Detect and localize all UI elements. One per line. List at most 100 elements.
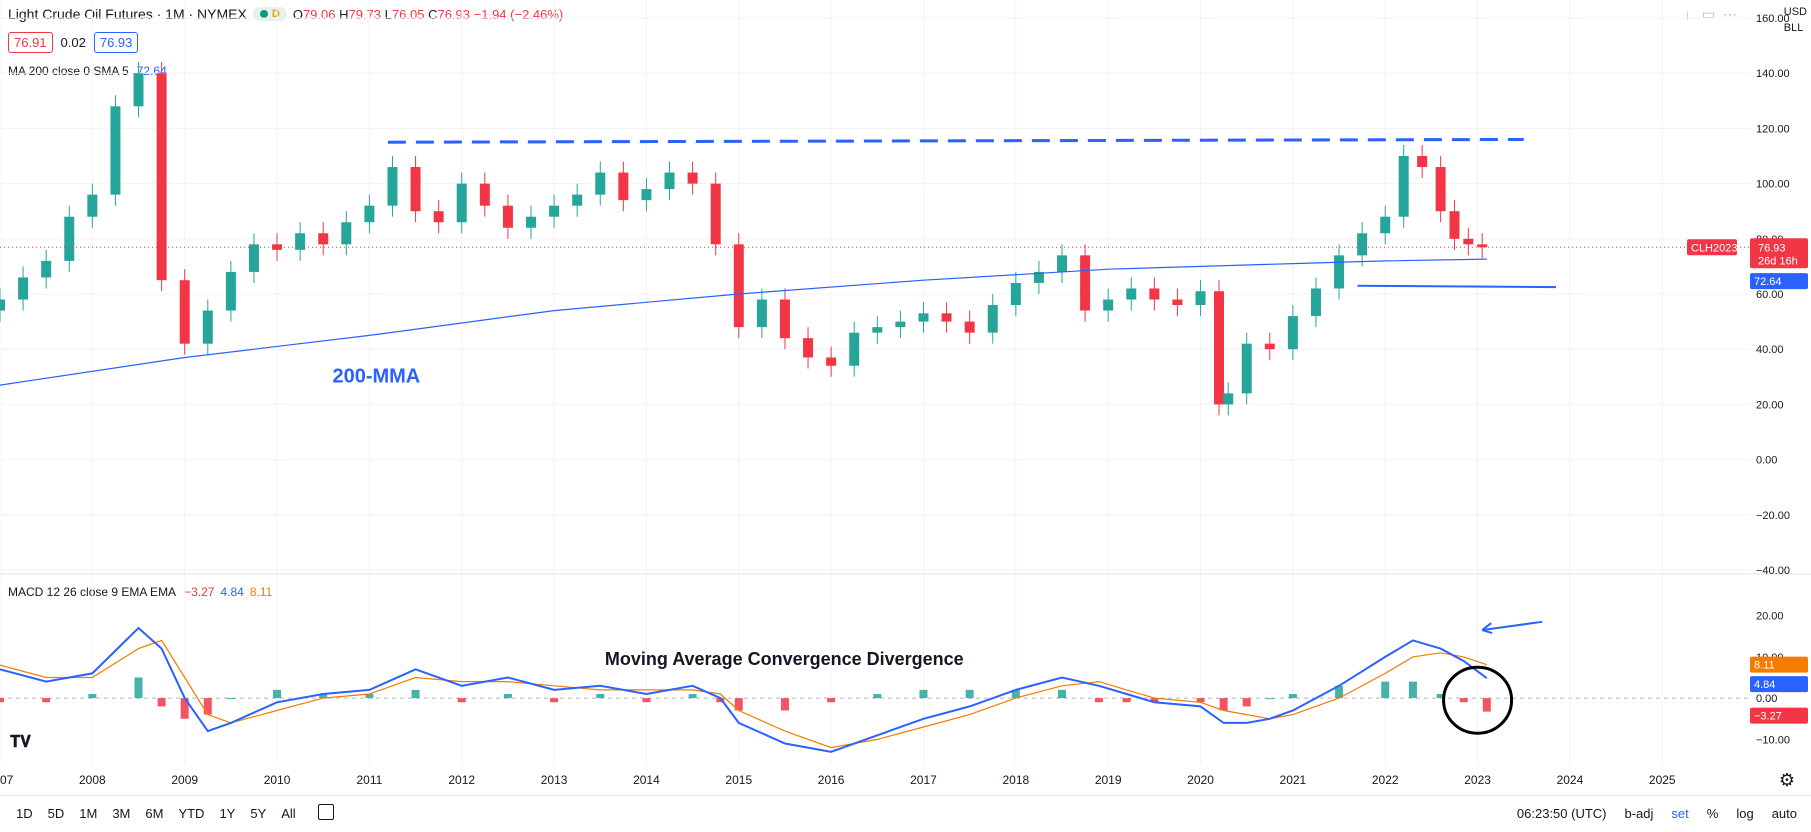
candle-body [1033, 271, 1044, 283]
macd-annotation-text: Moving Average Convergence Divergence [605, 649, 964, 669]
spread-value: 0.02 [60, 35, 86, 50]
candle-body [526, 216, 537, 228]
settings-gear-icon[interactable]: ⚙ [1778, 770, 1795, 790]
candle-body [1103, 299, 1114, 311]
candle-body [1213, 291, 1224, 405]
time-tick-label: 2016 [818, 773, 845, 787]
symbol-price-tag-text: CLH2023 [1691, 242, 1737, 254]
candle-body [502, 205, 513, 228]
signal-price-tag: 8.11 [1750, 656, 1808, 673]
candle-body [387, 167, 398, 206]
currency-unit-selector[interactable]: USD BLL [1784, 4, 1807, 36]
clock-time[interactable]: 06:23:50 (UTC) [1516, 806, 1607, 821]
macd-hist-bar [780, 698, 789, 711]
macd-hist-bar [596, 694, 605, 699]
log-toggle[interactable]: log [1736, 806, 1754, 821]
range-button[interactable]: 1M [79, 806, 98, 821]
candle-body [1334, 255, 1345, 289]
candle-body [1463, 238, 1474, 245]
ma200-line [0, 258, 1487, 386]
candle-body [133, 73, 144, 107]
range-button[interactable]: 5Y [250, 806, 267, 821]
candle-body [756, 299, 767, 328]
ma-legend-label: MA 200 close 0 SMA 5 [8, 64, 129, 78]
bottom-toolbar: 1D 5D 1M 3M 6M YTD 1Y 5Y All 06:23:50 (UTC) b-ad… [0, 795, 1811, 832]
price-tick-label: −20.00 [1756, 510, 1790, 522]
candle-body [733, 244, 744, 328]
candle-body [1172, 299, 1183, 306]
percent-toggle[interactable]: % [1706, 806, 1719, 821]
candle-body [1477, 244, 1488, 248]
symbol-price-tag: CLH2023 [1687, 239, 1737, 256]
macd-hist-bar [203, 698, 212, 715]
tradingview-logo[interactable]: 𝐓𝐕 [10, 734, 31, 751]
macd-hist-bar [1335, 685, 1344, 699]
candle-body [987, 305, 998, 333]
range-button[interactable]: All [281, 806, 296, 821]
symbol-price-tag-bg [1687, 239, 1737, 256]
macd-tick-label: 0.00 [1756, 693, 1777, 705]
time-tick-label: 2024 [1557, 773, 1584, 787]
range-button[interactable]: 6M [145, 806, 164, 821]
range-button[interactable]: 5D [47, 806, 65, 821]
candle-body [1398, 156, 1409, 217]
set-button[interactable]: set [1671, 806, 1689, 821]
candle-body [479, 183, 490, 206]
arrow-down-icon[interactable]: ↓ [1684, 6, 1691, 22]
ma-price-tag: 72.64 [1750, 273, 1808, 290]
time-tick-label: 2007 [0, 773, 14, 787]
sell-price-button[interactable]: 76.91 [8, 32, 53, 53]
ma-annotation-text: 200-MMA [332, 365, 420, 387]
candle-body [941, 313, 952, 322]
candle-body [341, 222, 352, 245]
time-tick-label: 2025 [1649, 773, 1676, 787]
buy-price-button[interactable]: 76.93 [93, 32, 139, 53]
calendar-icon[interactable] [318, 804, 334, 820]
market-open-dot-icon [259, 10, 268, 18]
delayed-badge: D [271, 8, 280, 20]
macd-hist-bar [1459, 698, 1468, 703]
candle-body [549, 205, 560, 217]
axes: 160.00140.00120.00100.0080.0060.0040.002… [0, 13, 1808, 787]
time-tick-label: 2019 [1095, 773, 1122, 787]
candle-body [364, 205, 375, 223]
candle-body [872, 327, 883, 333]
price-tick-label: 120.00 [1756, 123, 1790, 135]
price-tick-label: 60.00 [1756, 289, 1784, 301]
macd-hist-bar [1122, 698, 1131, 703]
support-line [1357, 284, 1557, 289]
arrow-annotation [1482, 620, 1543, 632]
candle-body [433, 211, 444, 223]
macd-hist-bar [716, 698, 725, 703]
candle-body [456, 183, 467, 223]
hist-price-tag-text: −3.27 [1754, 711, 1782, 723]
range-button[interactable]: YTD [178, 806, 205, 821]
bid-ask-row: 76.91 0.02 76.93 [8, 32, 139, 53]
range-button[interactable]: 1Y [219, 806, 236, 821]
ma-price-tag-text: 72.64 [1754, 276, 1782, 288]
candle-body [895, 321, 906, 328]
macd-hist-bar [42, 698, 51, 703]
macd-hist-bar [1219, 698, 1228, 711]
time-tick-label: 2017 [910, 773, 937, 787]
badj-button[interactable]: b-adj [1624, 806, 1654, 821]
auto-toggle[interactable]: auto [1771, 806, 1797, 821]
candle-body [1264, 343, 1275, 350]
range-button[interactable]: 1D [16, 806, 33, 821]
chart-canvas[interactable]: 160.00140.00120.00100.0080.0060.0040.002… [0, 0, 1811, 795]
time-tick-label: 2012 [448, 773, 475, 787]
candle-body [110, 106, 121, 195]
macd-hist-bar [919, 689, 928, 699]
candle-body [225, 271, 236, 311]
macd-hist-bar [273, 689, 282, 699]
candle-body [687, 172, 698, 184]
macd-hist-bar [688, 694, 697, 699]
range-button[interactable]: 3M [112, 806, 131, 821]
circle-annotation [1442, 665, 1514, 735]
time-tick-label: 2023 [1464, 773, 1491, 787]
candle-body [618, 172, 629, 201]
price-tick-label: 140.00 [1756, 68, 1790, 80]
candle-body [803, 338, 814, 358]
candle-body [1435, 167, 1446, 212]
candle-body [964, 321, 975, 333]
